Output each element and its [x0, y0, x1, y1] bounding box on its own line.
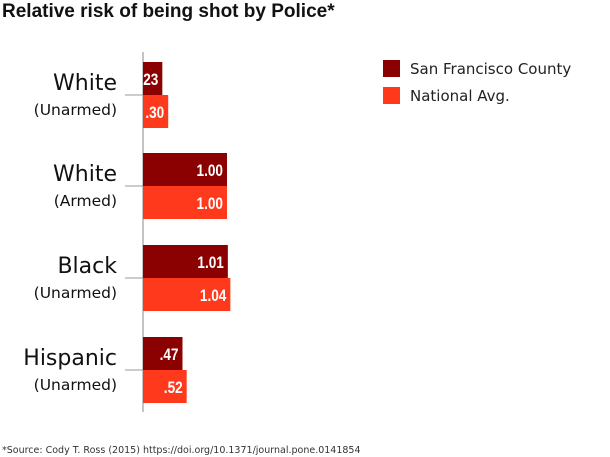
legend-swatch — [383, 87, 400, 104]
category-sublabel: (Unarmed) — [34, 376, 117, 394]
legend-label: National Avg. — [410, 87, 510, 105]
source-footnote: *Source: Cody T. Ross (2015) https://doi… — [2, 445, 361, 456]
category-label: Black — [57, 254, 117, 279]
category-sublabel: (Unarmed) — [34, 101, 117, 119]
bar — [143, 186, 227, 219]
bar-value-label: 1.00 — [197, 195, 223, 214]
bar — [143, 245, 228, 278]
category-label: White — [53, 162, 117, 187]
bar — [143, 153, 227, 186]
legend-swatch — [383, 60, 400, 77]
bar — [143, 95, 169, 128]
bar-value-label: .23 — [139, 71, 158, 90]
bar-value-label: 1.01 — [197, 254, 224, 273]
bar-value-label: 1.00 — [197, 162, 223, 181]
category-label: White — [53, 71, 117, 96]
bar — [143, 337, 183, 370]
category-sublabel: (Armed) — [54, 192, 117, 210]
bar — [143, 370, 187, 403]
bar-value-label: .52 — [164, 379, 183, 398]
bar — [143, 278, 231, 311]
category-sublabel: (Unarmed) — [34, 284, 117, 302]
chart-title: Relative risk of being shot by Police* — [2, 1, 335, 22]
bar-value-label: .47 — [160, 346, 179, 365]
legend-label: San Francisco County — [410, 60, 571, 78]
bar — [143, 62, 163, 95]
category-label: Hispanic — [23, 346, 117, 371]
bar-value-label: 1.04 — [200, 287, 227, 306]
bar-value-label: .30 — [145, 104, 164, 123]
